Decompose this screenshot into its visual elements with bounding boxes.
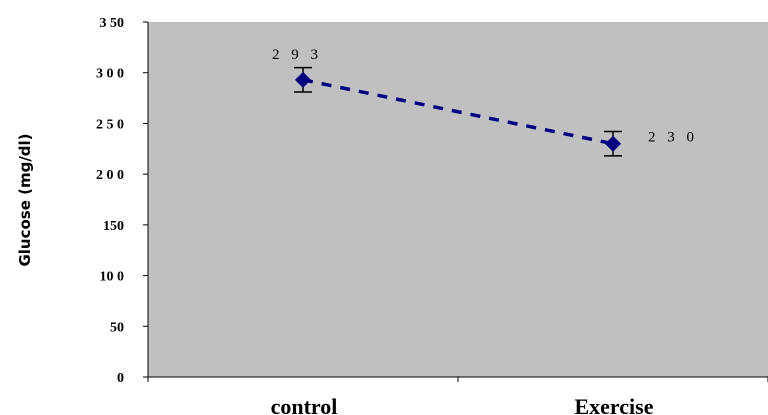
x-tick-label: Exercise — [574, 394, 653, 415]
data-point — [605, 135, 621, 152]
y-tick-label: 3 0 0 — [96, 67, 124, 82]
series-glucose: 2 9 3 2 3 0 — [272, 47, 698, 157]
y-tick-label: 50 — [110, 320, 124, 335]
data-label: 2 9 3 — [272, 47, 322, 63]
y-axis-ticks: 0 50 10 0 150 2 0 0 2 5 0 3 0 0 3 50 — [96, 16, 148, 386]
y-axis-label: Glucose (mg/dl) — [16, 133, 34, 266]
data-label: 2 3 0 — [648, 130, 698, 146]
data-point — [295, 71, 311, 88]
x-axis-ticks: control Exercise — [147, 377, 768, 415]
y-tick-label: 150 — [103, 219, 124, 234]
x-tick-label: control — [271, 394, 338, 415]
plot-area — [148, 22, 768, 377]
y-tick-label: 10 0 — [100, 270, 125, 285]
y-tick-label: 0 — [117, 371, 124, 386]
y-tick-label: 2 5 0 — [96, 117, 124, 132]
y-tick-label: 3 50 — [100, 16, 125, 31]
series-line — [302, 78, 614, 146]
y-tick-label: 2 0 0 — [96, 168, 124, 183]
